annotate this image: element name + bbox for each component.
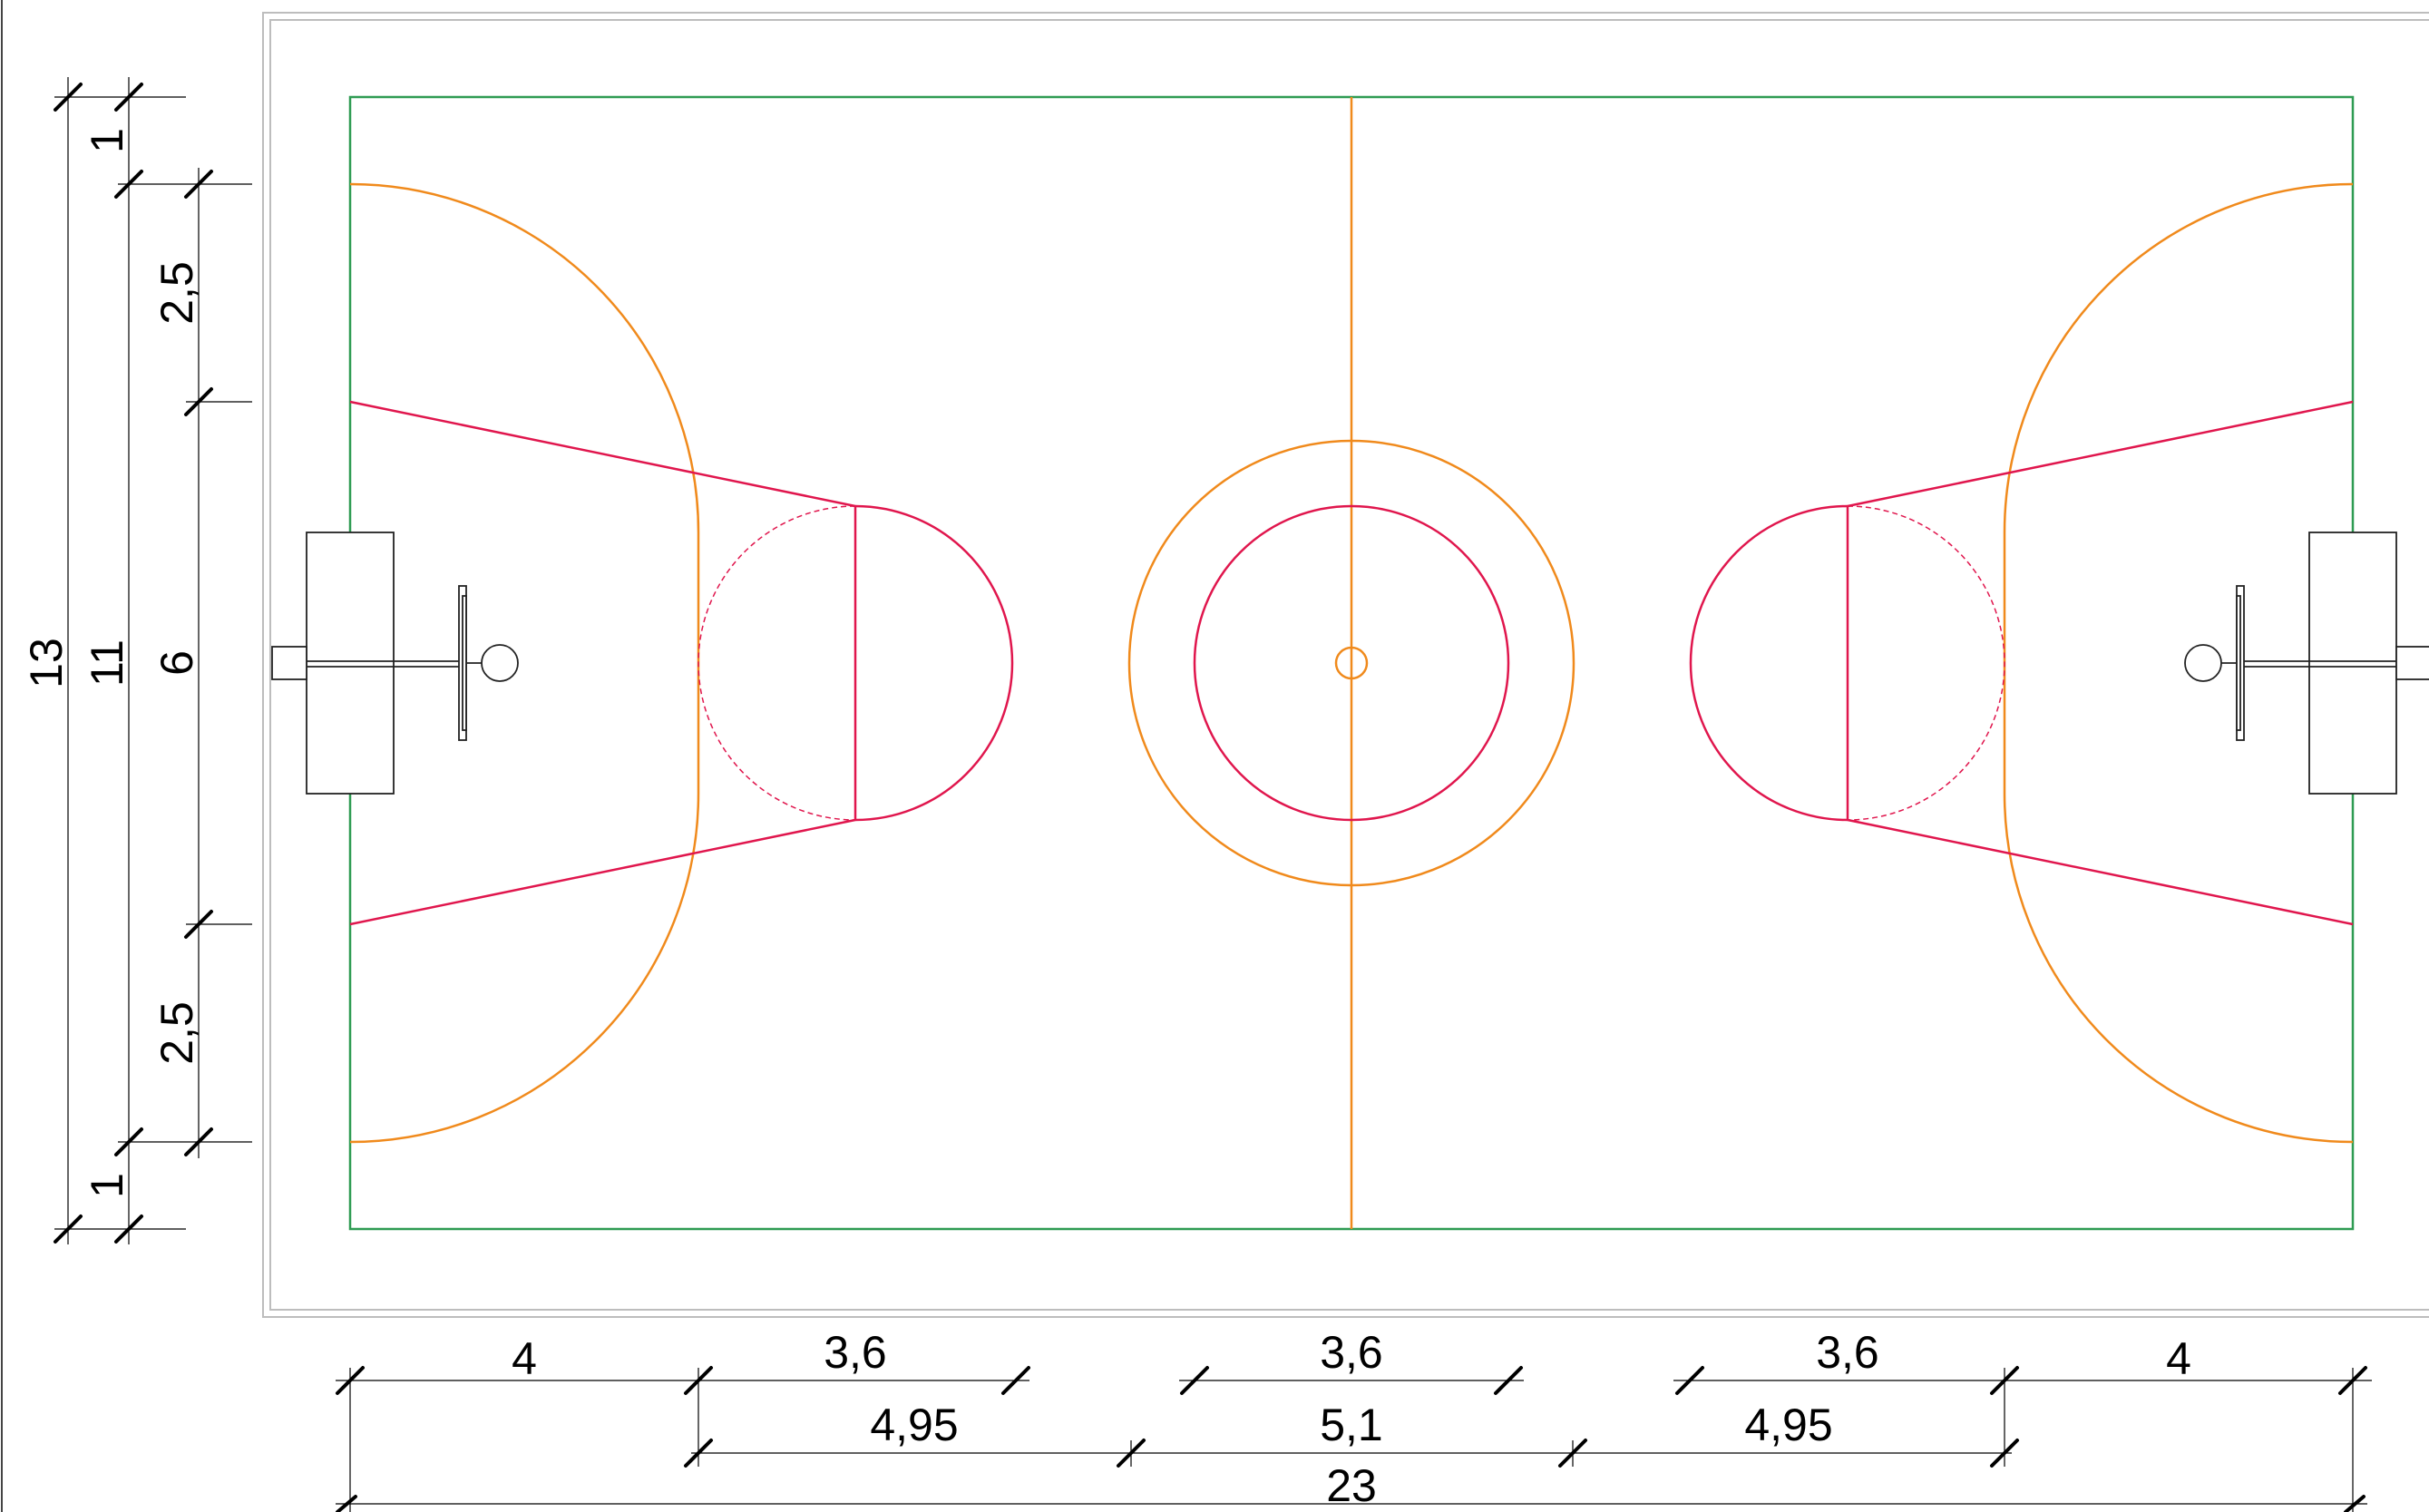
- right-free-throw-dashed-arc: [1847, 505, 2005, 821]
- dim-bottom-total-length: 23: [1326, 1460, 1377, 1511]
- dim-left-court-width: 11: [82, 639, 132, 687]
- right-key-lower-line: [1847, 818, 2354, 926]
- right-free-throw-arc: [1689, 504, 1849, 822]
- dim-bottom-right-mid: 4,95: [1744, 1400, 1832, 1450]
- dim-bottom-left-mid: 4,95: [870, 1400, 958, 1450]
- left-free-throw-arc: [854, 504, 1014, 822]
- dim-bottom-left-end: 4: [512, 1333, 537, 1384]
- center-outer-circle: [1127, 439, 1575, 887]
- bottom-dimension-ticks: [336, 1366, 2367, 1512]
- red-court-lines: [349, 400, 2354, 926]
- center-spot: [1334, 646, 1369, 680]
- left-key-lower-line: [349, 818, 856, 926]
- dim-bottom-right-key: 3,6: [1816, 1327, 1879, 1378]
- dim-left-top-margin: 1: [82, 128, 132, 153]
- left-dimension-lines: [54, 77, 252, 1244]
- left-dimension-ticks: [54, 83, 213, 1244]
- dim-left-bottom-margin: 1: [82, 1173, 132, 1198]
- right-three-point-arc: [2003, 182, 2354, 1144]
- right-basket-stand: [2184, 532, 2429, 795]
- dim-bottom-left-key: 3,6: [824, 1327, 887, 1378]
- left-free-throw-dashed-arc: [697, 505, 856, 821]
- dim-left-bottom-segment: 2,5: [151, 1001, 202, 1065]
- right-hoop: [2184, 644, 2222, 682]
- dim-left-top-segment: 2,5: [151, 261, 202, 325]
- left-hoop: [481, 644, 519, 682]
- left-three-point-arc: [349, 182, 700, 1144]
- left-basket-stand: [271, 532, 519, 795]
- right-key-upper-line: [1847, 400, 2354, 508]
- dim-left-key-width: 6: [151, 650, 202, 676]
- bottom-dimension-lines: [336, 1368, 2372, 1512]
- center-inner-circle: [1193, 504, 1510, 822]
- dim-bottom-center-circle: 3,6: [1320, 1327, 1383, 1378]
- dim-left-total: 13: [21, 638, 72, 688]
- dim-bottom-right-end: 4: [2166, 1333, 2191, 1384]
- outer-frame: [262, 12, 2429, 1318]
- dim-bottom-center-mid: 5,1: [1320, 1400, 1383, 1450]
- orange-court-lines: [349, 97, 2354, 1229]
- left-key-upper-line: [349, 400, 856, 508]
